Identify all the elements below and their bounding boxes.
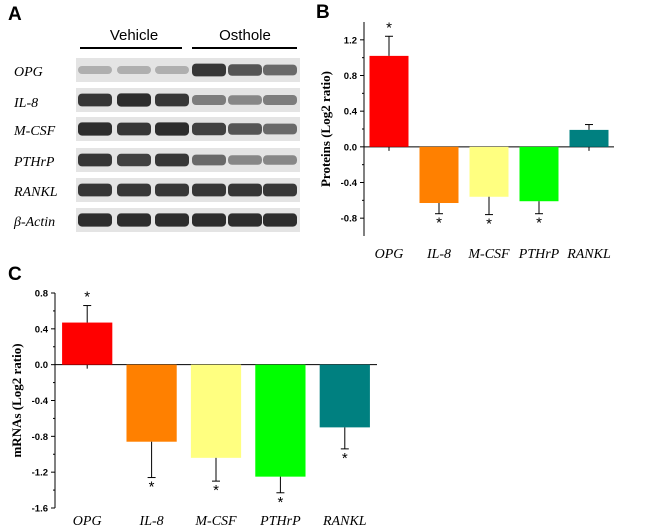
blot-band	[78, 213, 112, 227]
blot-band	[155, 153, 189, 167]
category-label: RANKL	[322, 514, 367, 529]
significance-star: *	[277, 494, 283, 511]
blot-band	[117, 213, 151, 227]
chart-mrnas: -1.6 -1.2 -0.8 -0.4 0.0 0.4 0.8 * OPG * IL-8 * M-CSF…	[9, 289, 377, 529]
bar-pthrp	[255, 364, 306, 477]
blot-band	[263, 155, 297, 165]
y-tick-label: -1.6	[32, 504, 48, 515]
blot-band	[117, 93, 151, 107]
blot-band	[78, 66, 112, 74]
bar-pthrp	[519, 146, 559, 202]
blot-band	[155, 93, 189, 107]
category-label: IL-8	[426, 247, 451, 262]
blot-band	[228, 213, 262, 227]
y-tick-label: 0.0	[344, 142, 357, 153]
category-label: RANKL	[566, 247, 611, 262]
y-tick-label: 0.8	[344, 71, 357, 82]
significance-star: *	[536, 215, 542, 232]
significance-star: *	[486, 216, 492, 233]
blot-band	[117, 183, 151, 197]
bar-rankl	[569, 129, 609, 147]
blot-band	[192, 154, 226, 166]
blot-band	[263, 95, 297, 105]
category-label: IL-8	[139, 514, 164, 529]
blot-label-rankl: RANKL	[13, 185, 58, 200]
y-axis-title: mRNAs (Log2 ratio)	[9, 343, 24, 457]
blot-band	[117, 153, 151, 167]
bar-rankl	[319, 364, 370, 428]
blot-band	[78, 93, 112, 107]
blot-band	[155, 213, 189, 227]
significance-star: *	[342, 450, 348, 467]
western-blot: Vehicle Osthole OPG IL-8 M-CSF PTHrP RAN…	[13, 27, 300, 232]
y-tick-label: 0.4	[344, 107, 358, 118]
significance-star: *	[149, 479, 155, 496]
blot-band	[228, 64, 262, 76]
category-label: OPG	[375, 247, 404, 262]
significance-star: *	[84, 289, 90, 306]
blot-band	[78, 153, 112, 167]
y-tick-label: 0.8	[35, 289, 48, 300]
significance-star: *	[213, 482, 219, 499]
blot-band	[263, 183, 297, 197]
bar-mcsf	[190, 364, 242, 458]
blot-band	[192, 95, 226, 105]
y-tick-label: 1.2	[344, 35, 357, 46]
category-label: PTHrP	[259, 514, 301, 529]
blot-strips	[76, 58, 300, 232]
panel-b-letter: B	[316, 2, 330, 23]
blot-band	[192, 63, 226, 77]
y-tick-label: -0.8	[32, 432, 48, 443]
blot-band	[192, 183, 226, 197]
chart-proteins: -0.8 -0.4 0.0 0.4 0.8 1.2 * OPG * IL-8 * M-CSF * PTHr…	[318, 19, 614, 262]
category-label: M-CSF	[467, 247, 510, 262]
significance-star: *	[386, 19, 392, 36]
blot-band	[117, 122, 151, 136]
blot-band	[155, 66, 189, 74]
y-tick-label: -0.8	[341, 214, 357, 225]
blot-label-opg: OPG	[14, 65, 43, 80]
category-label: M-CSF	[194, 514, 237, 529]
blot-band	[228, 155, 262, 165]
y-tick-label: -1.2	[32, 468, 48, 479]
y-tick-label: 0.0	[35, 360, 48, 371]
category-label: OPG	[73, 514, 102, 529]
bar-mcsf	[469, 146, 509, 197]
blot-band	[263, 123, 297, 135]
blot-band	[228, 123, 262, 135]
blot-band	[117, 66, 151, 74]
blot-label-il8: IL-8	[13, 96, 38, 111]
blot-group-osthole: Osthole	[219, 27, 271, 44]
y-tick-label: -0.4	[341, 178, 358, 189]
significance-star: *	[436, 215, 442, 232]
bar-il8	[126, 364, 177, 442]
y-axis-title: Proteins (Log2 ratio)	[318, 71, 333, 187]
blot-band	[228, 95, 262, 105]
blot-band	[78, 183, 112, 197]
blot-band	[192, 122, 226, 136]
blot-band	[192, 213, 226, 227]
y-tick-label: -0.4	[32, 396, 49, 407]
panel-a-letter: A	[8, 4, 22, 25]
blot-band	[78, 122, 112, 136]
y-tick-label: 0.4	[35, 324, 49, 335]
bar-il8	[419, 146, 459, 204]
bar-opg	[62, 322, 113, 365]
blot-group-vehicle: Vehicle	[110, 27, 158, 44]
blot-band	[155, 183, 189, 197]
blot-band	[228, 183, 262, 197]
blot-band	[263, 64, 297, 76]
blot-label-beta-actin: β-Actin	[13, 215, 55, 230]
blot-band	[155, 122, 189, 136]
blot-label-pthrp: PTHrP	[13, 155, 55, 170]
bar-opg	[369, 55, 409, 147]
blot-band	[263, 213, 297, 227]
panel-c-letter: C	[8, 264, 22, 285]
blot-label-mcsf: M-CSF	[13, 124, 56, 139]
category-label: PTHrP	[518, 247, 560, 262]
